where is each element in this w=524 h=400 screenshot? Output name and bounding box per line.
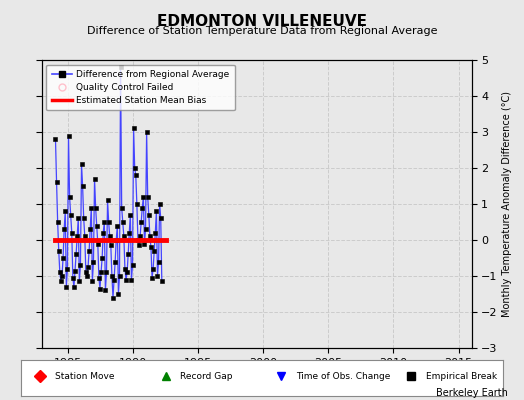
Text: Time of Obs. Change: Time of Obs. Change (296, 372, 390, 381)
Text: Berkeley Earth: Berkeley Earth (436, 388, 508, 398)
Legend: Difference from Regional Average, Quality Control Failed, Estimated Station Mean: Difference from Regional Average, Qualit… (47, 64, 235, 110)
Text: Empirical Break: Empirical Break (426, 372, 497, 381)
Text: Difference of Station Temperature Data from Regional Average: Difference of Station Temperature Data f… (87, 26, 437, 36)
Text: Record Gap: Record Gap (180, 372, 233, 381)
Y-axis label: Monthly Temperature Anomaly Difference (°C): Monthly Temperature Anomaly Difference (… (502, 91, 512, 317)
Text: EDMONTON VILLENEUVE: EDMONTON VILLENEUVE (157, 14, 367, 29)
Text: Station Move: Station Move (54, 372, 114, 381)
